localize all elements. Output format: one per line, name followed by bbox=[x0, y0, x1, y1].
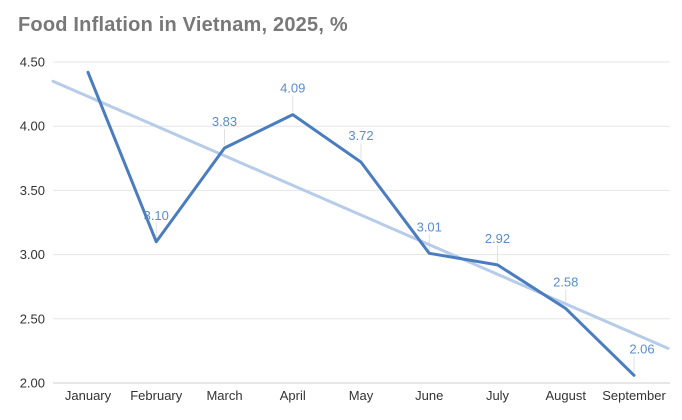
x-axis-label-february: February bbox=[130, 388, 183, 403]
x-axis-label-september: September bbox=[602, 388, 666, 403]
data-point-label: 2.92 bbox=[485, 231, 510, 246]
x-axis-label-april: April bbox=[280, 388, 306, 403]
x-axis-label-july: July bbox=[486, 388, 510, 403]
data-point-label: 4.09 bbox=[280, 81, 305, 96]
y-axis-tick-label: 3.00 bbox=[20, 247, 45, 262]
x-axis-label-august: August bbox=[546, 388, 587, 403]
data-point-label: 3.10 bbox=[144, 208, 169, 223]
data-point-label: 2.06 bbox=[629, 341, 654, 356]
data-point-label: 3.01 bbox=[417, 219, 442, 234]
data-point-label: 3.72 bbox=[348, 128, 373, 143]
y-axis-tick-label: 4.50 bbox=[20, 55, 45, 70]
y-axis-tick-label: 4.00 bbox=[20, 119, 45, 134]
y-axis-tick-label: 3.50 bbox=[20, 183, 45, 198]
data-point-label: 2.58 bbox=[553, 275, 578, 290]
data-point-label: 3.83 bbox=[212, 114, 237, 129]
x-axis-label-march: March bbox=[206, 388, 242, 403]
food-inflation-line bbox=[86, 70, 636, 377]
y-axis-tick-label: 2.50 bbox=[20, 311, 45, 326]
x-axis-label-may: May bbox=[349, 388, 374, 403]
trend-line bbox=[51, 79, 670, 350]
x-axis-label-june: June bbox=[415, 388, 443, 403]
y-axis-tick-label: 2.00 bbox=[20, 376, 45, 391]
x-axis-label-january: January bbox=[65, 388, 112, 403]
chart-title: Food Inflation in Vietnam, 2025, % bbox=[18, 14, 348, 36]
